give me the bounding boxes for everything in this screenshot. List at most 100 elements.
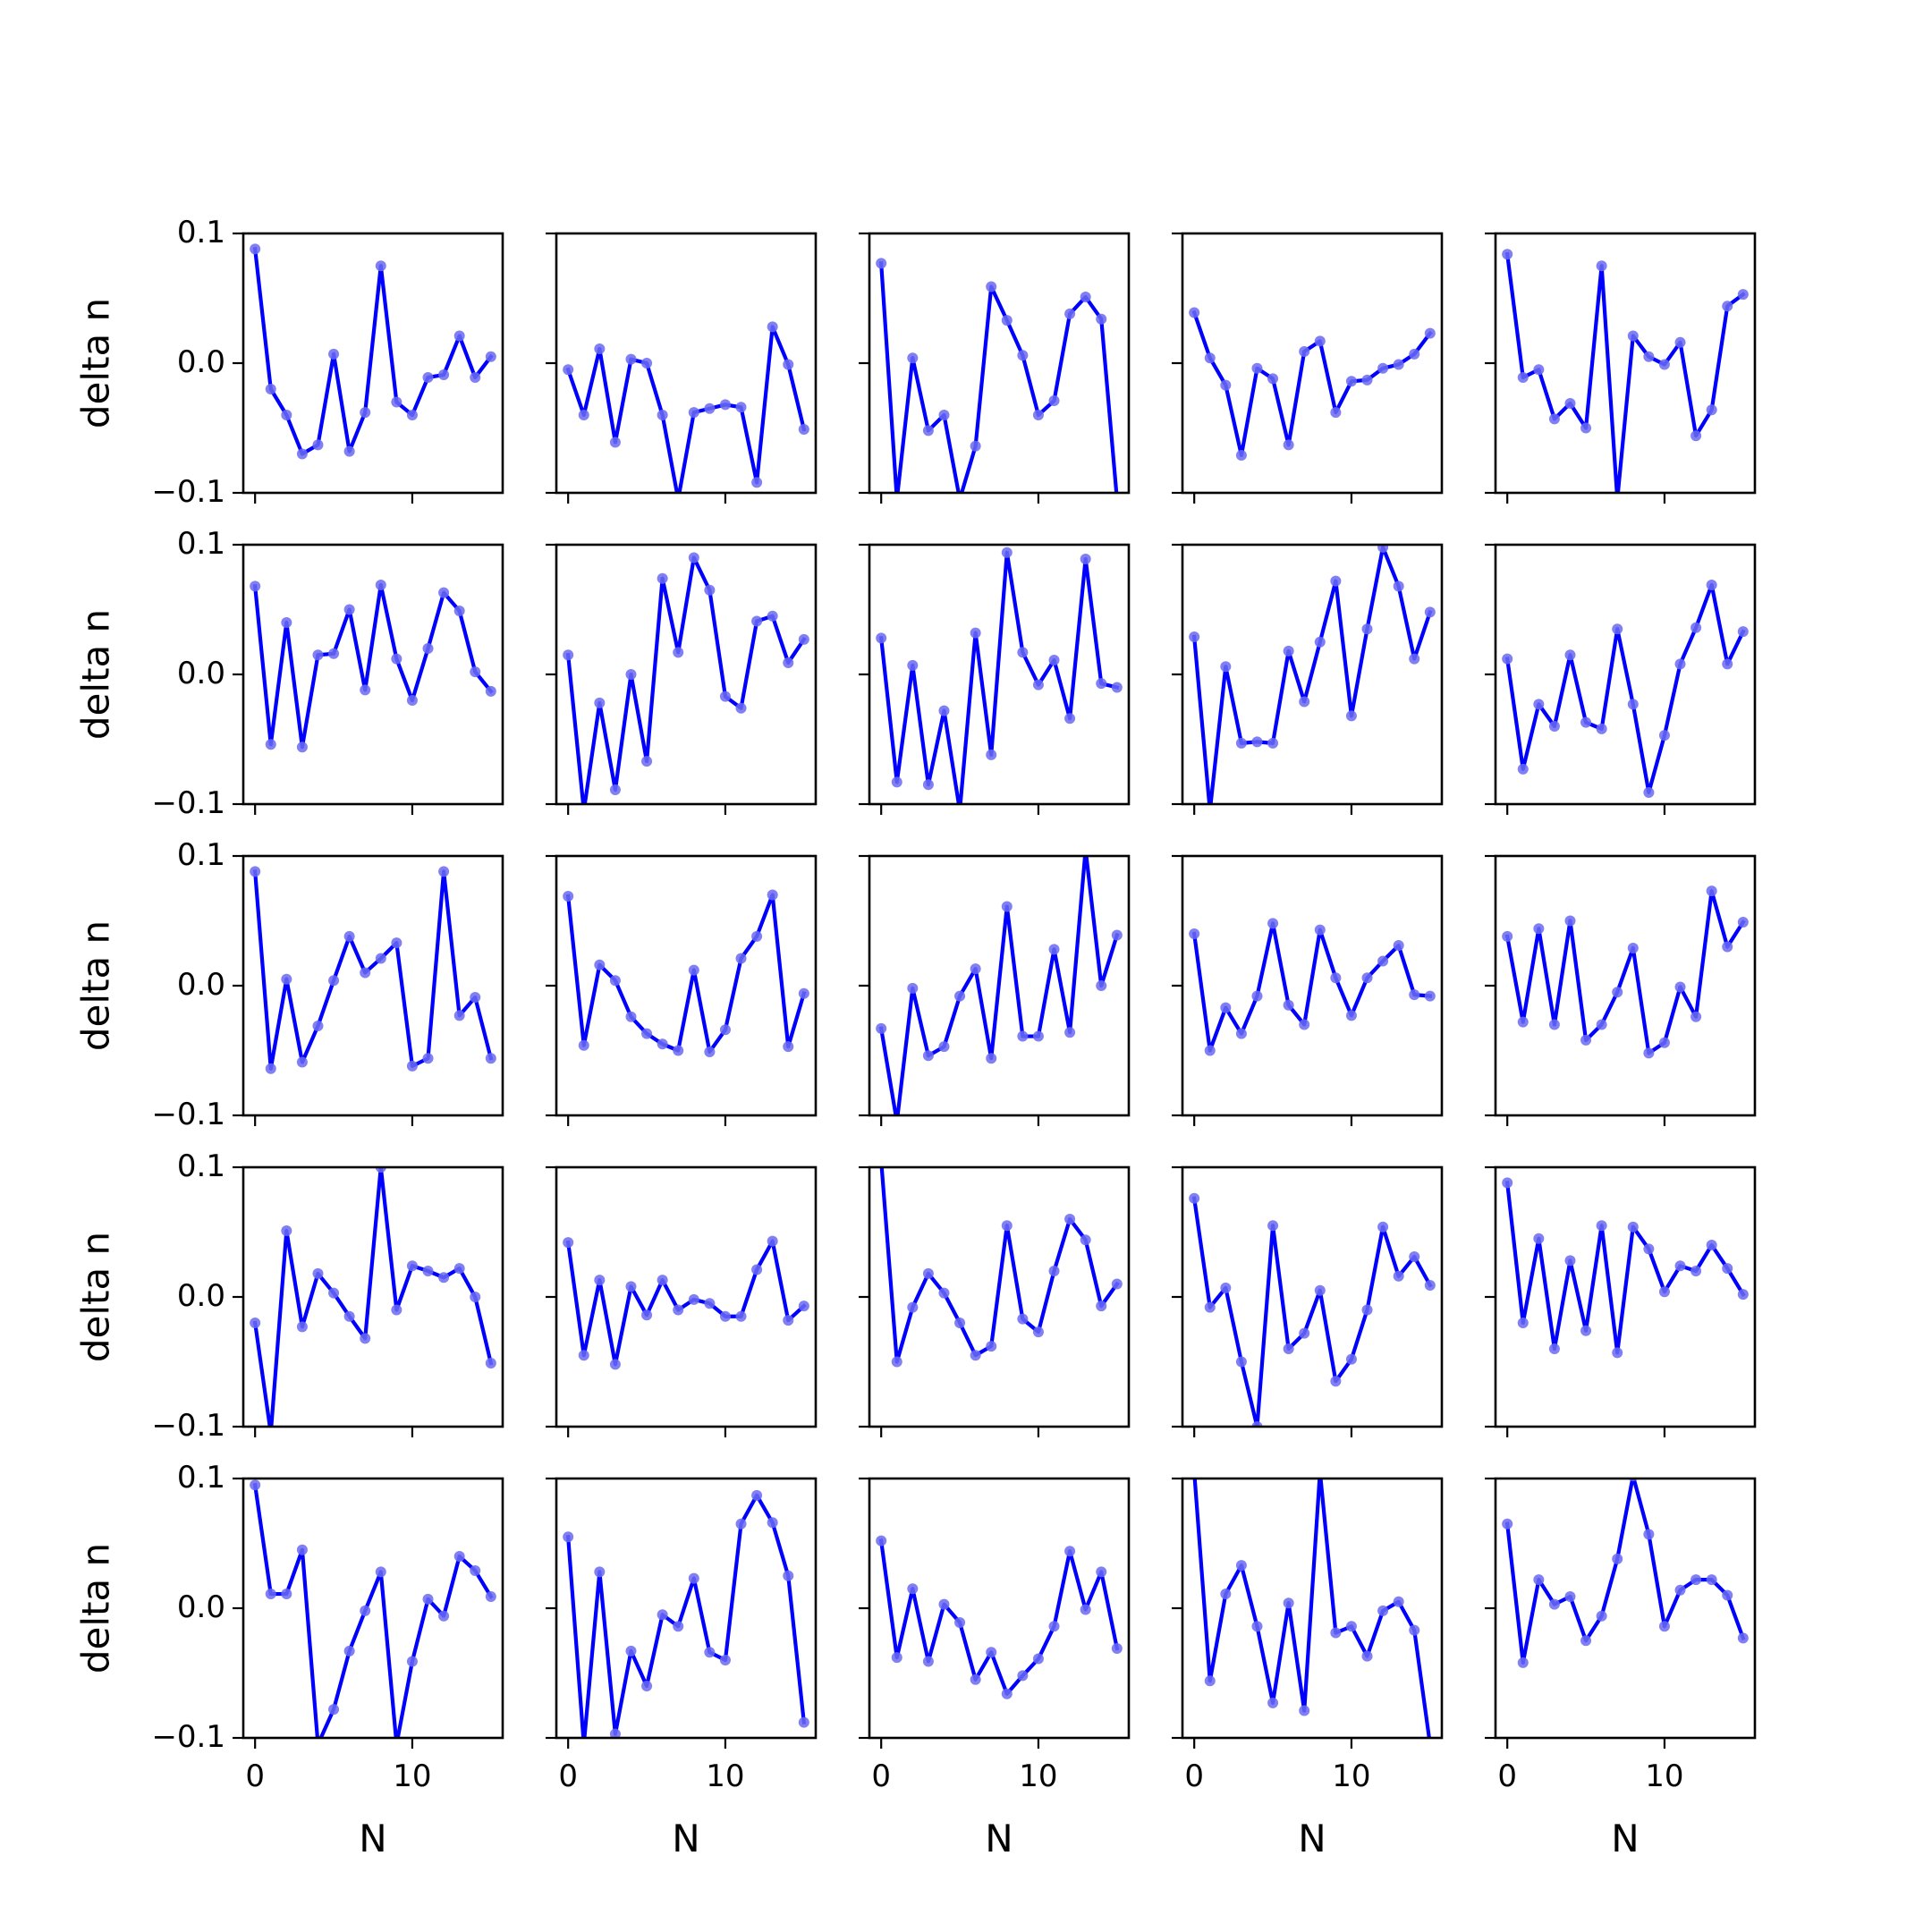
y-tick-label: −0.1 xyxy=(151,1408,225,1444)
x-axis-label: N xyxy=(985,1817,1013,1860)
data-point xyxy=(563,649,574,661)
y-tick-label: 0.1 xyxy=(177,1460,225,1496)
data-point xyxy=(876,1535,887,1546)
data-point xyxy=(922,779,934,791)
data-point xyxy=(1674,336,1686,348)
data-point xyxy=(1299,1019,1310,1030)
data-point xyxy=(1690,1574,1702,1586)
data-point xyxy=(1564,397,1576,409)
data-point xyxy=(1548,1343,1560,1354)
data-point xyxy=(719,1655,731,1665)
data-point xyxy=(1377,955,1389,967)
data-point xyxy=(1220,1282,1232,1293)
subplot-r4-c0: −0.1 0.0 0.1 0 10 delta n N xyxy=(74,1460,504,1860)
data-point xyxy=(453,1010,465,1021)
y-tick-label: 0.1 xyxy=(177,526,225,562)
data-point xyxy=(954,1318,966,1328)
data-point xyxy=(609,975,621,987)
data-point xyxy=(688,552,699,564)
series-line xyxy=(1504,1479,1746,1665)
data-point xyxy=(891,1652,902,1664)
x-tick-label: 0 xyxy=(1497,1758,1517,1794)
data-point xyxy=(1643,1047,1655,1059)
series-group xyxy=(879,1167,1123,1368)
data-point xyxy=(688,964,699,976)
data-point xyxy=(657,572,668,584)
data-point xyxy=(328,975,340,987)
series-group xyxy=(876,258,1119,493)
series-group xyxy=(1189,918,1436,1056)
series-group xyxy=(563,1235,809,1370)
data-point xyxy=(688,1572,699,1584)
data-point xyxy=(938,1041,950,1053)
data-point xyxy=(1502,1177,1513,1189)
data-point xyxy=(453,1263,465,1275)
data-point xyxy=(1548,721,1560,732)
data-point xyxy=(406,1656,418,1667)
y-tick-label: 0.0 xyxy=(177,967,225,1003)
data-point xyxy=(438,587,450,598)
subplot-r0-c1 xyxy=(546,232,818,504)
data-point xyxy=(609,436,621,448)
data-point xyxy=(719,691,731,702)
data-point xyxy=(1517,1318,1529,1328)
data-point xyxy=(798,1301,809,1312)
data-point xyxy=(1267,1697,1279,1708)
data-point xyxy=(1377,545,1389,553)
data-point xyxy=(1580,1034,1592,1046)
data-point xyxy=(798,633,809,645)
data-point xyxy=(1533,1574,1545,1586)
data-point xyxy=(1111,1278,1123,1290)
y-tick-label: 0.0 xyxy=(177,656,225,691)
data-point xyxy=(1722,301,1733,312)
data-point xyxy=(1737,626,1749,638)
data-point xyxy=(1564,1590,1576,1602)
data-point xyxy=(922,1267,934,1279)
data-point xyxy=(1345,1621,1357,1632)
data-point xyxy=(1267,918,1279,929)
data-point xyxy=(767,1235,778,1247)
data-point xyxy=(735,1518,747,1530)
data-point xyxy=(735,402,747,413)
series-line xyxy=(565,325,807,493)
data-point xyxy=(360,407,371,419)
data-point xyxy=(1330,972,1342,984)
data-point xyxy=(1706,1574,1717,1586)
data-point xyxy=(1690,1011,1702,1022)
data-point xyxy=(688,1293,699,1305)
data-point xyxy=(296,448,308,460)
subplot-r4-c1: 0 10N xyxy=(546,1477,818,1860)
subplot-r0-c2 xyxy=(859,232,1131,504)
data-point xyxy=(1330,1376,1342,1387)
data-point xyxy=(907,1583,919,1595)
data-point xyxy=(954,1616,966,1628)
data-point xyxy=(578,1039,589,1051)
data-point xyxy=(438,1272,450,1284)
subplot-r1-c3 xyxy=(1172,543,1444,815)
series-line xyxy=(1191,921,1433,1053)
y-tick-label: −0.1 xyxy=(151,785,225,821)
series-group xyxy=(876,1535,1123,1699)
data-point xyxy=(1017,647,1029,658)
data-point xyxy=(1409,1624,1420,1636)
data-point xyxy=(1204,352,1216,364)
data-point xyxy=(1393,1596,1404,1607)
data-point xyxy=(1502,1518,1513,1530)
subplot-r2-c1 xyxy=(546,854,818,1126)
data-point xyxy=(578,410,589,420)
series-group xyxy=(1502,579,1749,798)
data-point xyxy=(1517,371,1529,383)
data-point xyxy=(1548,1598,1560,1610)
series-group xyxy=(250,243,496,460)
data-point xyxy=(1001,901,1013,912)
data-point xyxy=(1080,1234,1091,1246)
data-point xyxy=(438,1610,450,1622)
data-point xyxy=(1612,1553,1623,1564)
data-point xyxy=(783,359,794,370)
data-point xyxy=(1643,1529,1655,1540)
data-point xyxy=(922,1050,934,1062)
data-point xyxy=(735,702,747,714)
series-line xyxy=(565,1239,807,1367)
y-tick-label: −0.1 xyxy=(151,1097,225,1132)
